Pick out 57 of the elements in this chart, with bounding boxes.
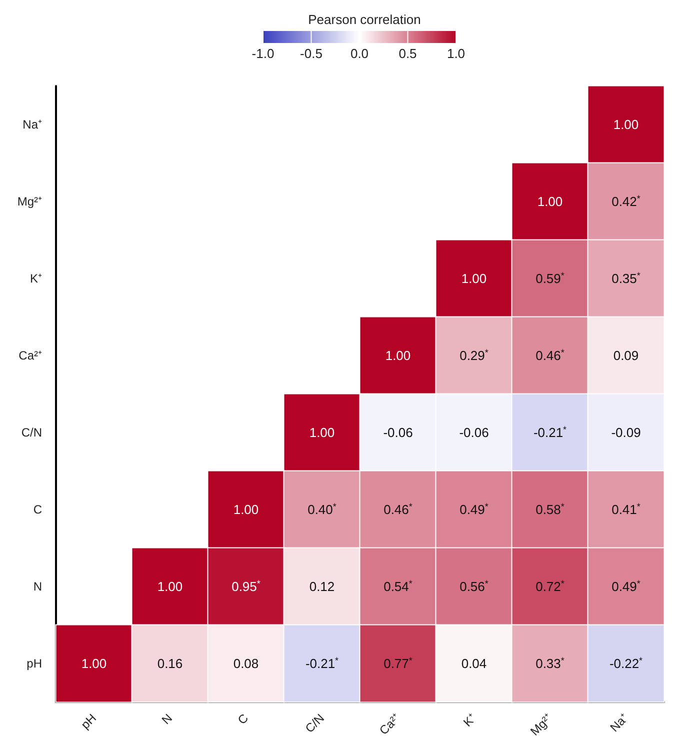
y-tick-label: C [33,502,42,516]
data-label: -0.09 [611,425,641,440]
x-tick-label: K⁺ [460,711,479,730]
data-label: 0.35* [612,270,641,286]
data-label: 1.00 [461,271,487,286]
data-label: 0.12 [309,579,335,594]
x-tick-label: Ca²⁺ [376,711,403,738]
color-bar-label: 1.0 [446,46,466,61]
data-label: 0.58* [536,502,565,517]
y-tick-label: C/N [21,426,42,440]
y-tick-label: Na⁺ [22,118,42,132]
y-tick-label: Mg²⁺ [17,194,42,208]
data-label: 1.00 [309,425,335,440]
data-label: 0.46* [384,502,413,517]
data-label: 1.00 [537,194,563,209]
y-tick-label: pH [26,656,42,670]
data-label: 1.00 [81,656,107,671]
x-tick-label: Na⁺ [607,711,631,735]
data-label: 0.72* [536,578,565,594]
data-label: 0.04 [461,656,487,671]
data-label: -0.21* [305,656,340,671]
x-tick-label: C/N [302,711,327,736]
data-label: 1.00 [233,502,259,517]
data-label: -0.22* [609,656,644,671]
data-label: 0.46* [536,348,565,363]
y-tick-label: Ca²⁺ [18,348,42,362]
data-label: 1.00 [385,348,411,363]
x-tick-label: pH [78,711,99,732]
color-bar-title: Pearson correlation [308,12,421,27]
data-label: 0.29* [460,348,489,363]
color-bar-label: 0.5 [398,46,417,61]
data-label: 0.42* [612,194,641,209]
x-tick-label: N [158,711,175,728]
data-label: 0.40* [308,502,337,517]
data-label: 0.77* [384,656,413,671]
x-tick-label: C [234,710,252,728]
data-label: 0.41* [612,502,641,517]
y-tick-label: N [33,580,42,594]
data-label: 0.56* [460,578,489,594]
data-label: 1.00 [613,117,639,132]
y-tick-label: K⁺ [30,272,42,286]
data-label: 0.33* [536,656,565,671]
data-label: 0.95* [232,578,261,594]
data-label: 0.54* [384,578,413,594]
data-label: -0.06 [383,425,413,440]
data-label: 1.00 [157,579,183,594]
data-label: -0.06 [459,425,489,440]
data-label: 0.49* [460,502,489,517]
color-bar-label: -0.5 [300,46,322,61]
data-label: 0.49* [612,578,641,594]
data-label: 0.08 [233,656,259,671]
data-label: 0.59* [536,270,565,286]
data-label: -0.21* [533,424,568,440]
color-bar-label: -1.0 [252,46,274,61]
data-label: 0.09 [613,348,639,363]
color-bar-label: 0.0 [350,46,369,61]
data-label: 0.16 [157,656,183,671]
